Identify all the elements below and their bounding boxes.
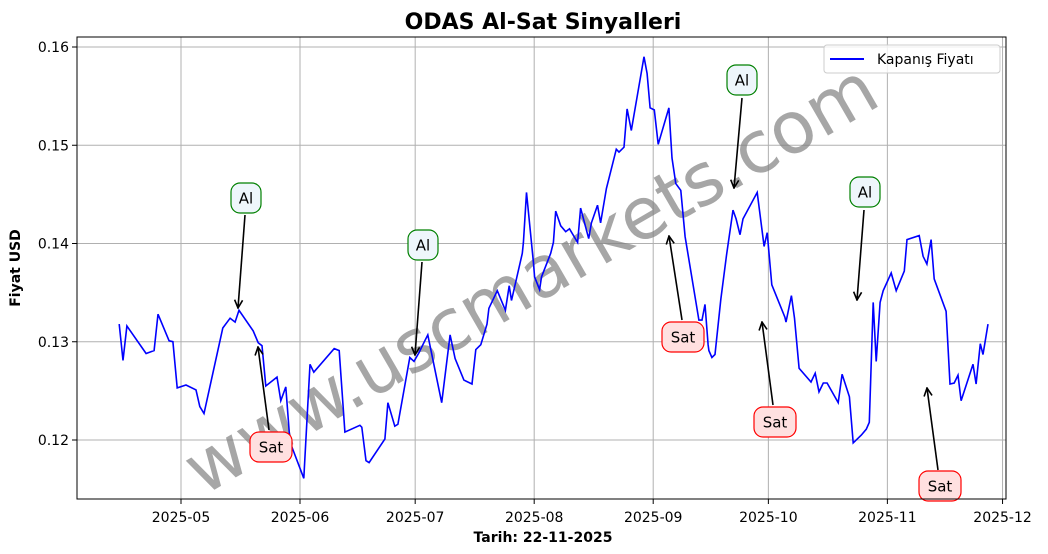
annotation-label: Al	[416, 237, 430, 255]
annotation-label: Sat	[259, 439, 284, 457]
sell-signal-annotation: Sat	[753, 322, 797, 438]
annotation-label: Al	[858, 184, 872, 202]
annotation-box	[249, 431, 293, 463]
arrow-icon	[669, 236, 683, 321]
x-tick-label: 2025-09	[624, 510, 683, 526]
annotation-box	[849, 176, 881, 208]
buy-signal-annotation: Al	[407, 229, 439, 355]
annotation-box	[661, 321, 705, 353]
arrow-icon	[734, 97, 743, 188]
sell-signal-annotation: Sat	[661, 236, 705, 353]
arrow-icon	[238, 214, 246, 308]
signal-annotations: Al Sat Al Sat Al Sat Al Sat	[230, 64, 962, 502]
y-tick-label: 0.12	[38, 433, 69, 449]
x-tick-label: 2025-11	[858, 510, 917, 526]
y-tick-label: 0.16	[38, 40, 69, 56]
sell-signal-annotation: Sat	[918, 388, 962, 502]
annotation-box	[230, 182, 262, 214]
legend-box	[823, 44, 1001, 74]
y-axis-ticks: 0.12 0.13 0.14 0.15 0.16	[38, 40, 77, 449]
x-tick-label: 2025-08	[505, 510, 564, 526]
x-tick-label: 2025-10	[739, 510, 798, 526]
y-tick-label: 0.14	[38, 237, 69, 253]
annotation-label: Al	[735, 72, 749, 90]
sell-signal-annotation: Sat	[249, 347, 293, 463]
chart-title: ODAS Al-Sat Sinyalleri	[405, 10, 682, 35]
y-axis-label: Fiyat USD	[8, 229, 24, 307]
x-axis-label: Tarih: 22-11-2025	[474, 530, 613, 546]
annotation-label: Sat	[928, 478, 953, 496]
x-axis-ticks: 2025-05 2025-06 2025-07 2025-08 2025-09 2025-…	[152, 499, 1032, 526]
legend: Kapanış Fiyatı	[823, 44, 1001, 74]
annotation-label: Al	[239, 190, 253, 208]
arrow-icon	[415, 261, 423, 355]
y-tick-label: 0.15	[38, 138, 69, 154]
plot-frame	[76, 36, 1007, 500]
buy-signal-annotation: Al	[726, 64, 758, 188]
arrow-icon	[927, 388, 939, 471]
arrow-icon	[762, 322, 774, 406]
x-tick-label: 2025-06	[271, 510, 330, 526]
x-tick-label: 2025-07	[386, 510, 445, 526]
annotation-label: Sat	[763, 414, 788, 432]
price-line-series	[118, 56, 989, 479]
buy-signal-annotation: Al	[849, 176, 881, 300]
annotation-box	[726, 64, 758, 96]
arrow-icon	[258, 347, 270, 431]
annotation-label: Sat	[671, 329, 696, 347]
buy-signal-annotation: Al	[230, 182, 262, 308]
annotation-box	[918, 470, 962, 502]
legend-label: Kapanış Fiyatı	[877, 52, 974, 68]
x-tick-label: 2025-05	[152, 510, 211, 526]
annotation-box	[407, 229, 439, 261]
y-tick-label: 0.13	[38, 335, 69, 351]
arrow-icon	[857, 209, 865, 300]
annotation-box	[753, 406, 797, 438]
x-tick-label: 2025-12	[973, 510, 1032, 526]
